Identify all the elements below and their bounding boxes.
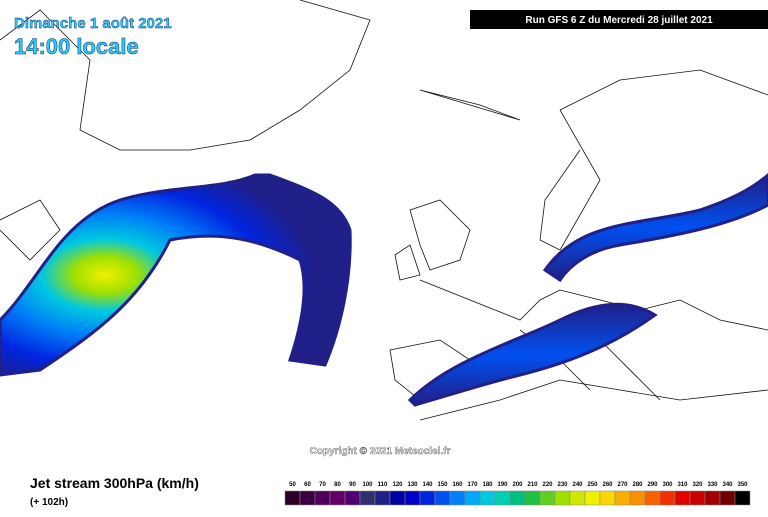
scale-swatch xyxy=(509,490,526,506)
scale-label: 60 xyxy=(304,482,311,488)
scale-label: 50 xyxy=(289,482,296,488)
date: Dimanche 1 août 2021 xyxy=(14,15,172,32)
scale-swatch xyxy=(719,490,736,506)
time: 14:00 locale xyxy=(14,34,139,59)
scale-label: 180 xyxy=(482,482,493,488)
scale-swatch xyxy=(494,490,511,506)
scale-label: 200 xyxy=(512,482,523,488)
run-box xyxy=(470,10,768,29)
scale-swatch xyxy=(284,490,301,506)
scale-label: 130 xyxy=(407,482,418,488)
scale-label: 190 xyxy=(497,482,508,488)
scale-swatch xyxy=(674,490,691,506)
scale-label: 250 xyxy=(587,482,598,488)
scale-swatch xyxy=(359,490,376,506)
scale-label: 290 xyxy=(647,482,658,488)
scale-label: 330 xyxy=(707,482,718,488)
scale-label: 350 xyxy=(737,482,748,488)
scale-label: 120 xyxy=(392,482,403,488)
scale-label: 220 xyxy=(542,482,553,488)
scale-swatch xyxy=(689,490,706,506)
scale-label: 140 xyxy=(422,482,433,488)
scale-label: 160 xyxy=(452,482,463,488)
scale-swatch xyxy=(314,490,331,506)
scale-swatch xyxy=(419,490,436,506)
scale-swatch xyxy=(599,490,616,506)
scale-swatch xyxy=(299,490,316,506)
scale-label: 90 xyxy=(349,482,356,488)
scale-swatch xyxy=(554,490,571,506)
scale-label: 260 xyxy=(602,482,613,488)
scale-swatch xyxy=(374,490,391,506)
scale-swatch xyxy=(464,490,481,506)
scale-swatch xyxy=(704,490,721,506)
scale-label: 170 xyxy=(467,482,478,488)
scale-swatch xyxy=(539,490,556,506)
scale-label: 310 xyxy=(677,482,688,488)
scale-label: 110 xyxy=(378,482,388,488)
scale-swatch xyxy=(614,490,631,506)
scale-label: 230 xyxy=(557,482,568,488)
scale-swatch xyxy=(434,490,451,506)
scale-swatch xyxy=(404,490,421,506)
scale-label: 210 xyxy=(527,482,538,488)
scale-label: 150 xyxy=(437,482,448,488)
scale-label: 340 xyxy=(722,482,733,488)
jet-stream xyxy=(0,173,768,407)
copyright: Copyright © 2021 Meteociel.fr xyxy=(310,446,451,457)
scale-label: 270 xyxy=(617,482,628,488)
lead-time: (+ 102h) xyxy=(30,497,68,508)
scale-swatch xyxy=(734,490,751,506)
scale-swatch xyxy=(629,490,646,506)
scale-swatch xyxy=(569,490,586,506)
legend-title: Jet stream 300hPa (km/h) xyxy=(30,475,199,491)
scale-swatch xyxy=(389,490,406,506)
scale-swatch xyxy=(479,490,496,506)
scale-swatch xyxy=(584,490,601,506)
scale-swatch xyxy=(329,490,346,506)
scale-label: 70 xyxy=(319,482,326,488)
scale-swatch xyxy=(449,490,466,506)
scale-label: 280 xyxy=(632,482,643,488)
scale-swatch xyxy=(659,490,676,506)
scale-swatch xyxy=(524,490,541,506)
scale-label: 100 xyxy=(362,482,373,488)
scale-swatch xyxy=(644,490,661,506)
color-scale: 50 60 70 80 90 100 110 120 130 140 150 160 170 180 190… xyxy=(284,482,751,506)
scale-label: 300 xyxy=(662,482,673,488)
run: Run GFS 6 Z du Mercredi 28 juillet 2021 xyxy=(525,15,713,26)
scale-swatch xyxy=(344,490,361,506)
scale-label: 80 xyxy=(334,482,341,488)
scale-label: 240 xyxy=(572,482,583,488)
scale-label: 320 xyxy=(692,482,703,488)
